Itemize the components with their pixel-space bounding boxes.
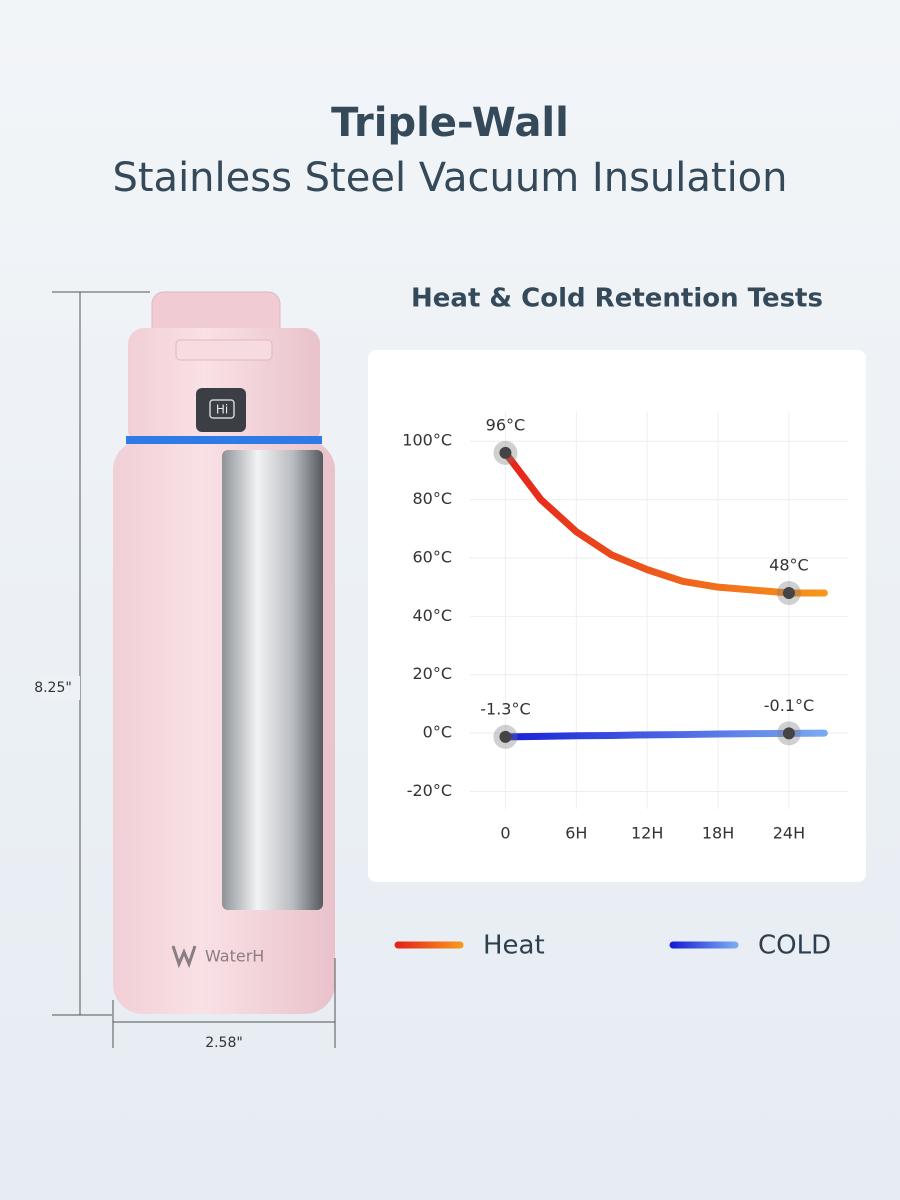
chart-title: Heat & Cold Retention Tests (411, 284, 823, 314)
marker (499, 446, 512, 459)
data-label: 48°C (769, 555, 809, 574)
x-tick-label: 12H (631, 824, 663, 843)
bottle: Hi WaterH (113, 291, 335, 1014)
legend-label: COLD (758, 931, 831, 961)
line (501, 729, 828, 741)
y-tick-label: -20°C (407, 781, 452, 800)
width-label: 2.58" (205, 1035, 243, 1051)
x-tick-label: 18H (702, 824, 734, 843)
y-tick-label: 100°C (402, 431, 452, 450)
y-tick-label: 80°C (412, 489, 452, 508)
line (501, 449, 828, 597)
x-tick-label: 6H (565, 824, 587, 843)
dimensions (52, 291, 336, 1048)
legend: Heat COLD (394, 931, 831, 961)
brand: WaterH (205, 947, 264, 966)
y-tick-label: 20°C (412, 664, 452, 683)
height-label: 8.25" (34, 680, 72, 696)
marker (499, 730, 512, 743)
x-tick-label: 24H (773, 824, 805, 843)
display-text: Hi (216, 403, 228, 417)
y-tick-label: 60°C (412, 547, 452, 566)
title: Triple-Wall (331, 100, 569, 146)
x-tick-label: 0 (500, 824, 510, 843)
y-tick-label: 40°C (412, 606, 452, 625)
subtitle: Stainless Steel Vacuum Insulation (112, 155, 787, 201)
marker (782, 586, 795, 599)
plot: 100°C 80°C 60°C 40°C 20°C 0°C -20°C 0 6H 12H 18H 24… (402, 412, 848, 843)
dimension-gap (40, 676, 80, 700)
data-label: -0.1°C (764, 696, 814, 715)
y-tick-label: 0°C (423, 723, 452, 742)
marker (782, 727, 795, 740)
data-label: -1.3°C (480, 699, 530, 718)
legend-label: Heat (483, 931, 545, 961)
data-label: 96°C (486, 415, 526, 434)
